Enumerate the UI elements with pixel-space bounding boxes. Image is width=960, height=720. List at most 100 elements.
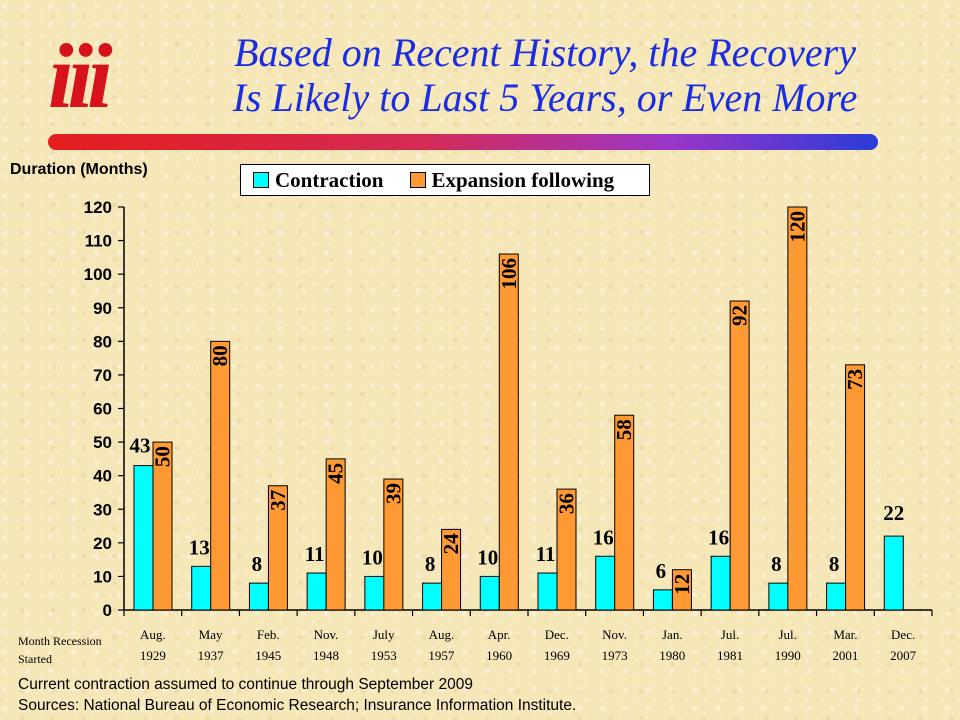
y-tick-label: 100 <box>84 265 112 284</box>
title-line-1: Based on Recent History, the Recovery <box>234 30 856 75</box>
expansion-bar <box>383 478 404 611</box>
y-tick-label: 60 <box>93 400 112 419</box>
assumption-note: Current contraction assumed to continue … <box>18 676 473 693</box>
x-tick-label-year: 1957 <box>428 648 455 663</box>
expansion-bar <box>152 441 173 611</box>
x-tick-label-month: Jul. <box>721 627 739 642</box>
expansion-data-label: 24 <box>439 533 463 555</box>
sources-note: Sources: National Bureau of Economic Res… <box>18 697 577 714</box>
contraction-data-label: 16 <box>708 525 729 549</box>
page-title: Based on Recent History, the Recovery Is… <box>150 30 940 120</box>
legend-item-expansion: Expansion following <box>409 167 615 193</box>
x-tick-label-year: 1980 <box>659 648 685 663</box>
x-axis-label: Month Recession Started <box>18 634 102 666</box>
expansion-data-label: 45 <box>324 463 348 484</box>
expansion-data-label: 92 <box>728 305 752 326</box>
x-tick-label-year: 1929 <box>140 648 166 663</box>
expansion-data-label: 106 <box>497 258 521 290</box>
x-tick-label-year: 1969 <box>544 648 570 663</box>
x-tick-label-month: Apr. <box>488 627 511 642</box>
contraction-bar <box>306 572 327 611</box>
contraction-data-label: 43 <box>130 434 151 458</box>
expansion-bar <box>441 528 462 611</box>
contraction-bar <box>479 575 500 611</box>
contraction-bar <box>710 555 731 611</box>
legend-swatch-expansion <box>409 172 426 188</box>
contraction-bar <box>364 575 385 611</box>
contraction-data-label: 8 <box>425 552 436 576</box>
expansion-bar <box>787 206 808 611</box>
y-tick-label: 0 <box>103 601 112 620</box>
x-tick-label-year: 1990 <box>775 648 801 663</box>
contraction-bar <box>595 555 616 611</box>
x-tick-label-month: July <box>373 627 395 642</box>
legend-item-contraction: Contraction <box>253 168 384 193</box>
expansion-data-label: 12 <box>670 574 694 595</box>
y-tick-label: 120 <box>84 198 112 217</box>
y-tick-label: 10 <box>93 567 112 586</box>
expansion-data-label: 50 <box>151 446 175 467</box>
contraction-data-label: 8 <box>829 552 840 576</box>
x-tick-label-month: Dec. <box>891 627 915 642</box>
contraction-data-label: 13 <box>189 535 210 559</box>
contraction-data-label: 11 <box>305 542 325 566</box>
contraction-data-label: 22 <box>883 501 904 525</box>
expansion-data-label: 36 <box>555 493 579 514</box>
contraction-data-label: 6 <box>656 559 667 583</box>
contraction-bar <box>422 582 443 611</box>
x-tick-label-year: 1981 <box>717 648 743 663</box>
x-tick-label-month: Feb. <box>257 627 280 642</box>
x-tick-label-month: Aug. <box>140 627 166 642</box>
x-tick-label-year: 1953 <box>371 648 397 663</box>
legend-swatch-contraction <box>253 172 269 188</box>
y-tick-label: 90 <box>93 299 112 318</box>
x-tick-label-month: Nov. <box>314 627 339 642</box>
contraction-data-label: 10 <box>362 545 383 569</box>
expansion-data-label: 80 <box>208 345 232 366</box>
contraction-data-label: 10 <box>477 545 498 569</box>
y-tick-label: 80 <box>93 332 112 351</box>
expansion-data-label: 37 <box>266 490 290 511</box>
legend-label-expansion: Expansion following <box>431 167 615 192</box>
contraction-data-label: 8 <box>252 552 263 576</box>
y-tick-label: 20 <box>93 534 112 553</box>
contraction-bar <box>133 465 154 611</box>
x-tick-label-month: May <box>199 627 223 642</box>
contraction-bar <box>191 565 212 611</box>
expansion-data-label: 58 <box>612 419 636 440</box>
title-line-2: Is Likely to Last 5 Years, or Even More <box>232 75 858 120</box>
contraction-bar <box>826 582 847 611</box>
contraction-data-label: 11 <box>536 542 556 566</box>
x-tick-label-year: 2001 <box>832 648 858 663</box>
expansion-data-label: 120 <box>785 211 809 243</box>
legend-label-contraction: Contraction <box>275 167 384 192</box>
title-underline-bar <box>48 134 878 150</box>
expansion-data-label: 73 <box>843 369 867 390</box>
x-tick-label-month: Aug. <box>429 627 455 642</box>
expansion-bar <box>267 485 288 611</box>
chart-legend: Contraction Expansion following <box>240 164 650 196</box>
iii-logo: iii <box>48 25 113 127</box>
contraction-data-label: 8 <box>771 552 782 576</box>
x-tick-label-month: Jan. <box>662 627 683 642</box>
expansion-bar <box>556 488 577 611</box>
y-tick-label: 30 <box>93 500 112 519</box>
contraction-bar <box>248 582 269 611</box>
expansion-bar <box>498 253 519 611</box>
expansion-bar <box>729 300 750 611</box>
expansion-data-label: 39 <box>381 483 405 504</box>
y-tick-label: 70 <box>93 366 112 385</box>
x-tick-label-month: Jul. <box>779 627 797 642</box>
x-tick-label-year: 2007 <box>890 648 917 663</box>
expansion-bar <box>210 340 231 611</box>
y-tick-label: 50 <box>93 433 112 452</box>
contraction-bar <box>537 572 558 611</box>
expansion-bar <box>325 458 346 611</box>
expansion-bar <box>614 414 635 611</box>
y-tick-label: 40 <box>93 467 112 486</box>
x-tick-label-month: Dec. <box>545 627 569 642</box>
expansion-bar <box>671 569 692 611</box>
contraction-data-label: 16 <box>593 525 614 549</box>
expansion-bar <box>845 364 866 611</box>
